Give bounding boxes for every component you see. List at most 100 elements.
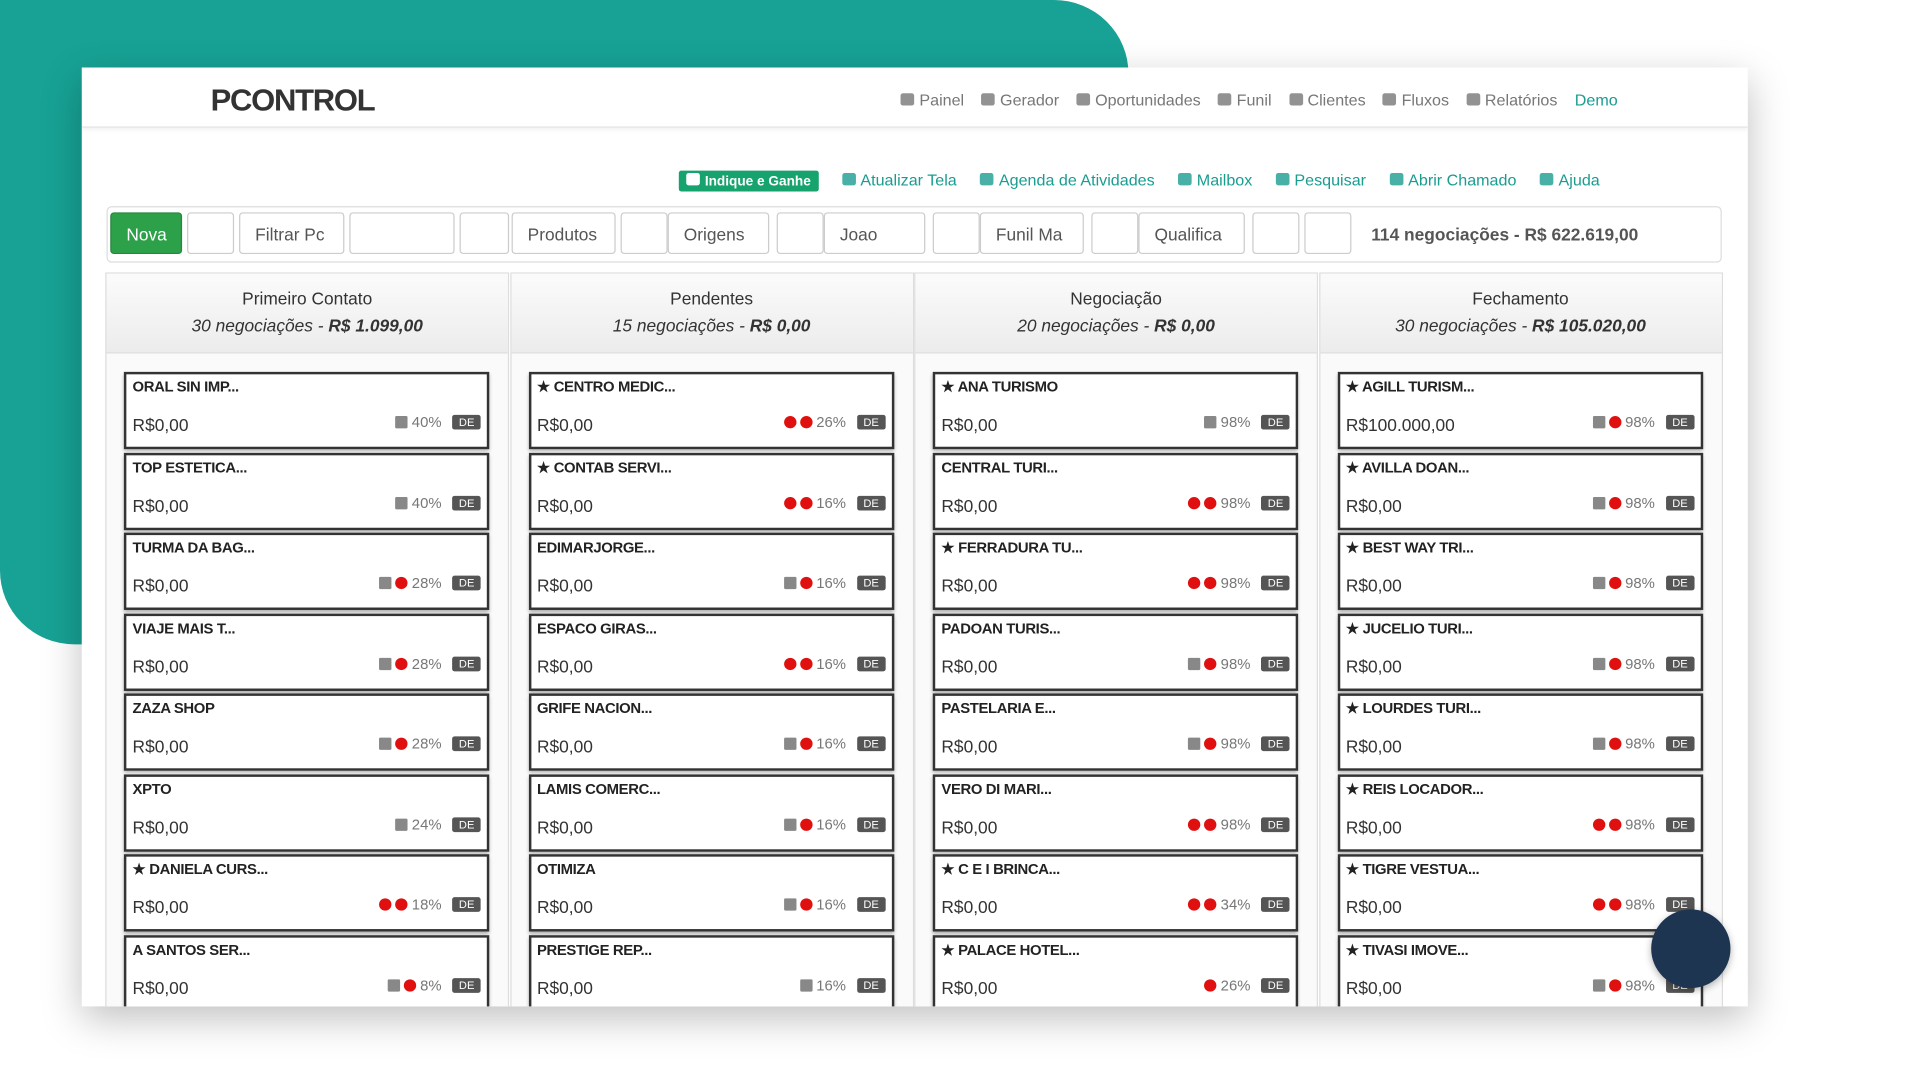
deal-value: R$0,00	[133, 736, 189, 756]
deal-tag: DE	[1666, 656, 1694, 671]
deal-card[interactable]: ★ TIGRE VESTUA...R$0,0098%DE	[1337, 854, 1702, 931]
funnel-icon	[933, 212, 980, 254]
funnel-select[interactable]: Funil Ma	[980, 212, 1084, 254]
deal-percent: 26%	[1221, 976, 1251, 993]
column: Pendentes15 negociações - R$ 0,00★ CENTR…	[510, 272, 914, 1006]
deal-card[interactable]: ★ CENTRO MEDIC...R$0,0026%DE	[528, 372, 893, 449]
deal-tag: DE	[1666, 495, 1694, 510]
deal-card[interactable]: PADOAN TURIS...R$0,0098%DE	[933, 613, 1298, 690]
deal-name: ★ TIGRE VESTUA...	[1346, 860, 1479, 877]
user-icon	[777, 212, 824, 254]
deal-card[interactable]: ★ JUCELIO TURI...R$0,0098%DE	[1337, 613, 1702, 690]
deal-tag: DE	[857, 897, 885, 912]
deal-value: R$0,00	[537, 415, 593, 435]
deal-card[interactable]: ★ LOURDES TURI...R$0,0098%DE	[1337, 693, 1702, 770]
user-select[interactable]: Joao	[824, 212, 926, 254]
deal-card[interactable]: OTIMIZAR$0,0016%DE	[528, 854, 893, 931]
deal-card[interactable]: EDIMARJORGE...R$0,0016%DE	[528, 533, 893, 610]
action-link[interactable]: Agenda de Atividades	[980, 171, 1154, 192]
deal-card[interactable]: ESPACO GIRAS...R$0,0016%DE	[528, 613, 893, 690]
deal-card[interactable]: LAMIS COMERC...R$0,0016%DE	[528, 774, 893, 851]
deal-name-text: PRESTIGE REP...	[537, 941, 652, 958]
deal-card[interactable]: TOP ESTETICA...R$0,0040%DE	[124, 452, 489, 529]
deal-tag: DE	[453, 576, 481, 591]
deal-card[interactable]: ★ TIVASI IMOVE...R$0,0098%DE	[1337, 935, 1702, 1007]
alert-icon	[1609, 657, 1621, 669]
deal-card[interactable]: ★ AVILLA DOAN...R$0,0098%DE	[1337, 452, 1702, 529]
deal-status: 26%DE	[784, 414, 885, 431]
origins-select[interactable]: Origens	[668, 212, 770, 254]
nav-item[interactable]: Relatórios	[1466, 91, 1557, 109]
star-icon: ★	[133, 860, 150, 877]
refresh-button[interactable]	[1304, 212, 1351, 254]
nav-item[interactable]: Oportunidades	[1076, 91, 1200, 109]
clock-icon	[1188, 898, 1200, 910]
action-link[interactable]: Abrir Chamado	[1390, 171, 1517, 192]
deal-card[interactable]: ★ PALACE HOTEL...R$0,0026%DE	[933, 935, 1298, 1007]
action-link[interactable]: Atualizar Tela	[842, 171, 957, 192]
clock-icon	[1593, 818, 1605, 830]
nav-item[interactable]: Clientes	[1289, 91, 1366, 109]
deal-card[interactable]: ★ CONTAB SERVI...R$0,0016%DE	[528, 452, 893, 529]
deal-status: 28%DE	[380, 574, 481, 591]
deal-card[interactable]: GRIFE NACION...R$0,0016%DE	[528, 693, 893, 770]
deal-status: 98%DE	[1593, 735, 1694, 752]
deal-card[interactable]: ORAL SIN IMP...R$0,0040%DE	[124, 372, 489, 449]
deal-card[interactable]: TURMA DA BAG...R$0,0028%DE	[124, 533, 489, 610]
deal-card[interactable]: ★ C E I BRINCA...R$0,0034%DE	[933, 854, 1298, 931]
deal-name-text: EDIMARJORGE...	[537, 539, 655, 556]
deal-name: ★ PALACE HOTEL...	[941, 941, 1079, 958]
deal-card[interactable]: PASTELARIA E...R$0,0098%DE	[933, 693, 1298, 770]
deal-card[interactable]: CENTRAL TURI...R$0,0098%DE	[933, 452, 1298, 529]
deal-name-text: JUCELIO TURI...	[1363, 619, 1473, 636]
nav-item[interactable]: Gerador	[981, 91, 1059, 109]
deal-tag: DE	[453, 978, 481, 993]
deal-card[interactable]: ★ FERRADURA TU...R$0,0098%DE	[933, 533, 1298, 610]
deal-card[interactable]: A SANTOS SER...R$0,008%DE	[124, 935, 489, 1007]
new-button[interactable]: Nova	[110, 212, 182, 254]
action-link[interactable]: Indique e Ganhe	[679, 171, 818, 192]
deal-card[interactable]: PRESTIGE REP...R$0,0016%DE	[528, 935, 893, 1007]
filter-input[interactable]	[349, 212, 454, 254]
menu-button[interactable]	[187, 212, 234, 254]
deal-percent: 98%	[1625, 816, 1655, 833]
search-button[interactable]	[1252, 212, 1299, 254]
alert-icon	[396, 738, 408, 750]
deal-name: ★ DANIELA CURS...	[133, 860, 268, 877]
filter-select[interactable]: Filtrar Pc	[239, 212, 344, 254]
action-link[interactable]: Ajuda	[1540, 171, 1600, 192]
deal-card[interactable]: VIAJE MAIS T...R$0,0028%DE	[124, 613, 489, 690]
deal-percent: 98%	[1221, 414, 1251, 431]
nav-item[interactable]: Fluxos	[1383, 91, 1449, 109]
deal-card[interactable]: XPTOR$0,0024%DE	[124, 774, 489, 851]
deal-card[interactable]: ★ AGILL TURISM...R$100.000,0098%DE	[1337, 372, 1702, 449]
deal-card[interactable]: VERO DI MARI...R$0,0098%DE	[933, 774, 1298, 851]
deal-name: GRIFE NACION...	[537, 700, 652, 717]
deal-card[interactable]: ZAZA SHOPR$0,0028%DE	[124, 693, 489, 770]
nav-item[interactable]: Funil	[1218, 91, 1271, 109]
deal-value: R$0,00	[133, 495, 189, 515]
nav-item[interactable]: Demo	[1575, 91, 1618, 109]
deal-card[interactable]: ★ DANIELA CURS...R$0,0018%DE	[124, 854, 489, 931]
help-chat-button[interactable]	[1651, 909, 1730, 988]
deal-value: R$0,00	[941, 897, 997, 917]
deal-percent: 98%	[1221, 655, 1251, 672]
deal-status: 98%DE	[1593, 816, 1694, 833]
deal-name-text: PASTELARIA E...	[941, 700, 1055, 717]
deal-card[interactable]: ★ BEST WAY TRI...R$0,0098%DE	[1337, 533, 1702, 610]
deal-card[interactable]: ★ REIS LOCADOR...R$0,0098%DE	[1337, 774, 1702, 851]
calendar-icon	[1593, 979, 1605, 991]
action-link[interactable]: Mailbox	[1178, 171, 1252, 192]
qualification-select[interactable]: Qualifica	[1138, 212, 1245, 254]
deal-card[interactable]: ★ ANA TURISMOR$0,0098%DE	[933, 372, 1298, 449]
deal-tag: DE	[857, 576, 885, 591]
products-select[interactable]: Produtos	[512, 212, 616, 254]
action-link[interactable]: Pesquisar	[1276, 171, 1366, 192]
deal-name-text: OTIMIZA	[537, 860, 596, 877]
calendar-icon	[396, 416, 408, 428]
deal-value: R$0,00	[1346, 576, 1402, 596]
alert-icon	[800, 818, 812, 830]
nav-item[interactable]: Painel	[901, 91, 964, 109]
column-summary: 15 negociações - R$ 0,00	[511, 315, 912, 335]
